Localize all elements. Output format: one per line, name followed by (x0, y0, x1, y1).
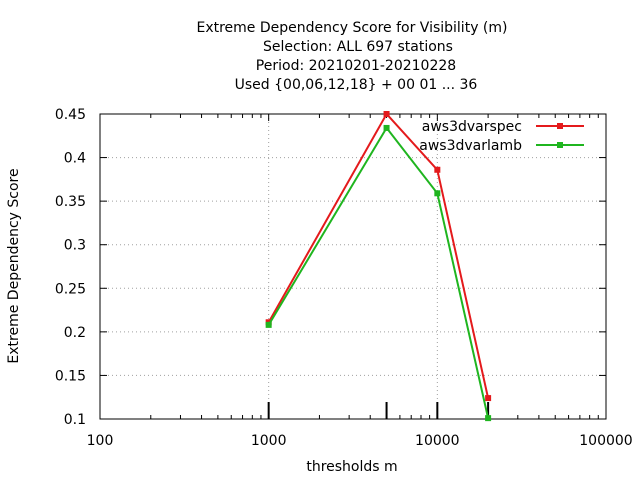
series-point-aws3dvarlamb (265, 321, 272, 328)
title-line-3: Period: 20210201-20210228 (256, 58, 456, 74)
y-tick-label: 0.1 (64, 412, 86, 428)
y-tick-label: 0.2 (64, 325, 86, 341)
legend-marker-aws3dvarlamb (557, 142, 563, 148)
x-tick-label: 1000 (251, 433, 287, 449)
title-line-4: Used {00,06,12,18} + 00 01 ... 36 (235, 77, 478, 93)
legend-label-aws3dvarlamb: aws3dvarlamb (419, 138, 522, 154)
axis-ticks: 100 1000 10000 100000 0.1 0.15 0.2 0.25 0.3 0.35 0… (55, 107, 633, 449)
y-tick-label: 0.3 (64, 238, 86, 254)
title-line-1: Extreme Dependency Score for Visibility … (196, 20, 507, 36)
x-tick-label: 10000 (415, 433, 460, 449)
y-tick-label: 0.15 (55, 368, 86, 384)
series-line-aws3dvarspec (267, 112, 490, 399)
grid (100, 114, 606, 419)
x-axis-label: thresholds m (306, 459, 397, 475)
y-tick-label: 0.35 (55, 194, 86, 210)
plot-border (99, 113, 607, 420)
threshold-markers (267, 402, 490, 419)
y-tick-label: 0.25 (55, 281, 86, 297)
series-line-aws3dvarlamb (267, 126, 490, 419)
x-tick-label: 100 (87, 433, 114, 449)
legend-marker-aws3dvarspec (557, 123, 563, 129)
y-axis-label: Extreme Dependency Score (6, 168, 22, 363)
series-point-aws3dvarspec (434, 166, 441, 173)
chart-title: Extreme Dependency Score for Visibility … (196, 20, 507, 93)
y-tick-label: 0.4 (64, 151, 86, 167)
series-point-aws3dvarspec (383, 111, 390, 117)
series-point-aws3dvarlamb (383, 124, 390, 131)
series-point-aws3dvarspec (485, 395, 492, 402)
series (265, 111, 492, 422)
x-tick-label: 100000 (579, 433, 632, 449)
title-line-2: Selection: ALL 697 stations (263, 39, 453, 55)
legend-label-aws3dvarspec: aws3dvarspec (422, 119, 522, 135)
series-point-aws3dvarlamb (485, 415, 492, 422)
legend: aws3dvarspec aws3dvarlamb (419, 119, 584, 154)
series-point-aws3dvarlamb (434, 190, 441, 197)
y-tick-label: 0.45 (55, 107, 86, 123)
